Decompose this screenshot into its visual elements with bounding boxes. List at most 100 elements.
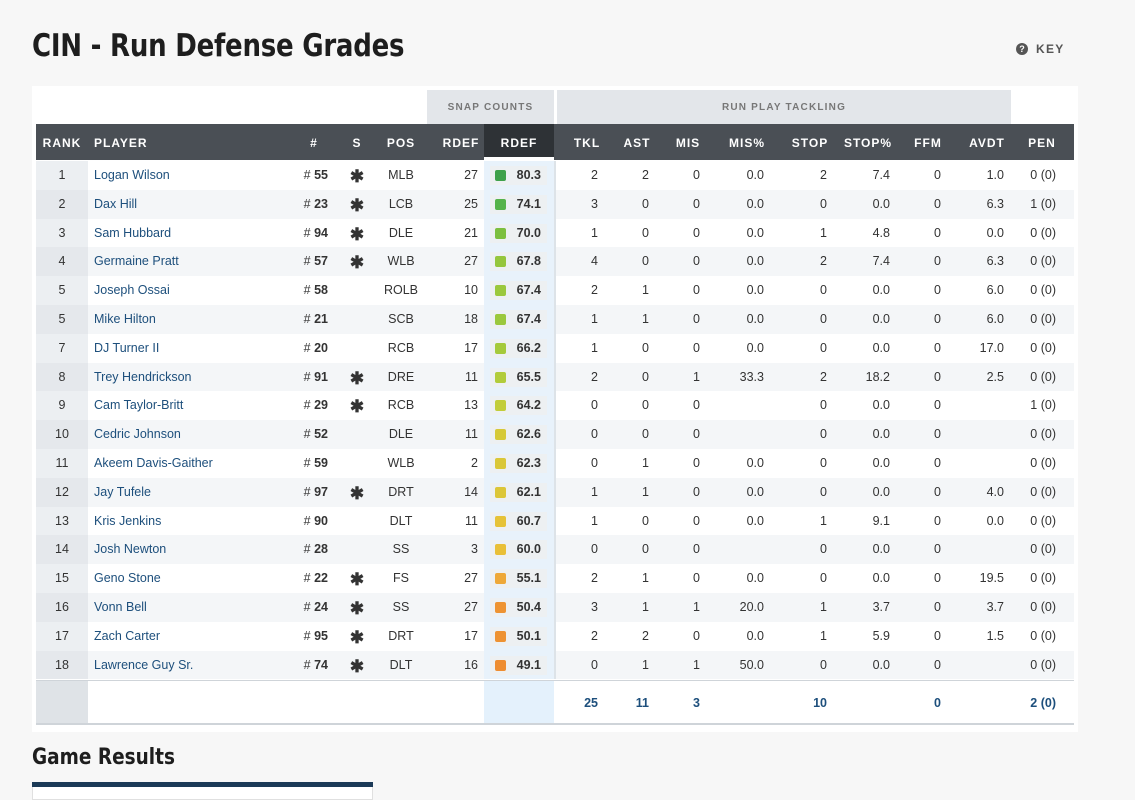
grade-value: 60.0 [516,542,541,557]
position-cell: DRT [388,628,414,643]
table-row: 60.7 13 Kris Jenkins # 90 DLT 11 1 0 0 0.0 1 9.1 0 0.… [36,506,1074,536]
player-name-link[interactable]: Josh Newton [94,542,167,557]
player-name-link[interactable]: Geno Stone [94,571,161,586]
player-name-link[interactable]: Trey Hendrickson [94,369,192,384]
stop-pct-cell: 7.4 [872,254,890,269]
jersey-value: 91 [314,369,328,384]
player-name-link[interactable]: Lawrence Guy Sr. [94,657,194,672]
player-name-link[interactable]: Cam Taylor-Britt [94,398,184,413]
ast-cell: 1 [642,484,649,499]
rdef-snaps-cell: 27 [464,254,478,269]
col-stop[interactable]: STOP [791,136,829,150]
ffm-cell: 0 [934,657,941,672]
grade-color-swatch [495,429,506,441]
player-name-link[interactable]: Germaine Pratt [94,254,179,269]
col-ffm[interactable]: FFM [914,136,942,150]
player-name-link[interactable]: Logan Wilson [94,168,170,182]
ast-cell: 0 [642,196,649,211]
stop-cell: 2 [820,369,827,384]
starter-icon: ✱ [349,570,365,590]
column-separator [554,592,556,622]
mis-cell: 0 [693,571,700,586]
col-mis-pct[interactable]: MIS% [728,136,765,150]
grade-value: 67.8 [516,254,541,269]
col-tkl[interactable]: TKL [573,136,601,150]
player-name-link[interactable]: Jay Tufele [94,484,151,499]
total-mis: 3 [693,696,700,710]
tkl-cell: 1 [591,225,598,240]
col-pen[interactable]: PEN [1028,136,1056,150]
player-name-link[interactable]: Joseph Ossai [94,283,170,298]
col-position[interactable]: POS [386,136,416,150]
stop-cell: 1 [820,628,827,643]
col-number[interactable]: # [310,136,318,150]
game-results-accent-bar [32,782,373,787]
table-row: 80.3 1 Logan Wilson # 55 ✱ MLB 27 2 2 0 0.0 2 7.4 0 1.… [36,161,1074,190]
ffm-cell: 0 [934,340,941,355]
table-row: 67.4 5 Joseph Ossai # 58 ROLB 10 2 1 0 0.0 0 0.0 0 6.… [36,276,1074,305]
ast-cell: 2 [642,628,649,643]
col-rdef-grade[interactable]: RDEF [484,124,554,160]
player-name-link[interactable]: Mike Hilton [94,311,156,326]
player-name-link[interactable]: Dax Hill [94,196,138,211]
column-separator [554,362,556,392]
col-avdt[interactable]: AVDT [969,136,1005,150]
grade-color-swatch [495,457,506,469]
rdef-snaps-cell: 2 [471,455,478,470]
tkl-cell: 1 [591,484,598,499]
tkl-cell: 0 [591,542,598,557]
rdef-snaps-cell: 11 [465,427,478,442]
col-mis[interactable]: MIS [675,136,701,150]
col-starter[interactable]: S [352,136,362,150]
starter-icon: ✱ [349,224,365,244]
avdt-cell: 19.5 [979,571,1004,586]
stop-cell: 2 [820,168,827,182]
table-body: 80.3 1 Logan Wilson # 55 ✱ MLB 27 2 2 0 0.0 2 7.4 0 1.… [36,161,1074,680]
avdt-cell: 0.0 [986,513,1004,528]
key-button[interactable]: ? KEY [1016,42,1065,56]
player-name-link[interactable]: Kris Jenkins [94,513,162,528]
tkl-cell: 1 [591,311,598,326]
ast-cell: 0 [642,513,649,528]
col-stop-pct[interactable]: STOP% [843,136,893,150]
col-rank[interactable]: RANK [42,136,82,150]
position-cell: ROLB [383,283,419,298]
mis-pct-cell: 33.3 [739,369,764,384]
jersey-value: 94 [314,225,328,240]
player-name-link[interactable]: Sam Hubbard [94,225,172,240]
jersey-number: # 20 [302,334,328,363]
rdef-grade-cell: 70.0 [484,218,554,248]
position-cell: SS [392,599,410,614]
rank-cell: 4 [36,247,88,277]
pen-cell: 0 (0) [1030,657,1056,672]
player-name-link[interactable]: Cedric Johnson [94,427,181,442]
column-separator [554,420,556,449]
player-name-link[interactable]: Akeem Davis-Gaither [94,455,213,470]
player-name-link[interactable]: Vonn Bell [94,599,147,614]
grade-color-swatch [495,342,506,354]
ffm-cell: 0 [934,427,941,442]
rdef-grade-badge: 67.8 [490,252,547,272]
player-name-link[interactable]: DJ Turner II [94,340,160,355]
grade-color-swatch [495,198,506,210]
total-pen: 2 (0) [1030,696,1056,710]
rank-cell: 3 [36,218,88,248]
jersey-value: 22 [314,571,328,586]
ast-cell: 0 [642,369,649,384]
pen-cell: 0 (0) [1030,455,1056,470]
stop-cell: 1 [820,513,827,528]
mis-pct-cell: 0.0 [746,455,764,470]
pen-cell: 0 (0) [1030,484,1056,499]
jersey-hash: # [303,657,311,672]
ast-cell: 1 [642,571,649,586]
col-rdef-snaps[interactable]: RDEF [442,136,480,150]
pen-cell: 0 (0) [1030,599,1056,614]
col-ast[interactable]: AST [623,136,651,150]
grade-color-swatch [495,515,506,527]
col-player[interactable]: PLAYER [94,136,148,150]
player-name-link[interactable]: Zach Carter [94,628,160,643]
jersey-hash: # [303,340,311,355]
jersey-value: 52 [314,427,328,442]
pen-cell: 0 (0) [1030,168,1056,182]
mis-pct-cell: 0.0 [746,196,764,211]
